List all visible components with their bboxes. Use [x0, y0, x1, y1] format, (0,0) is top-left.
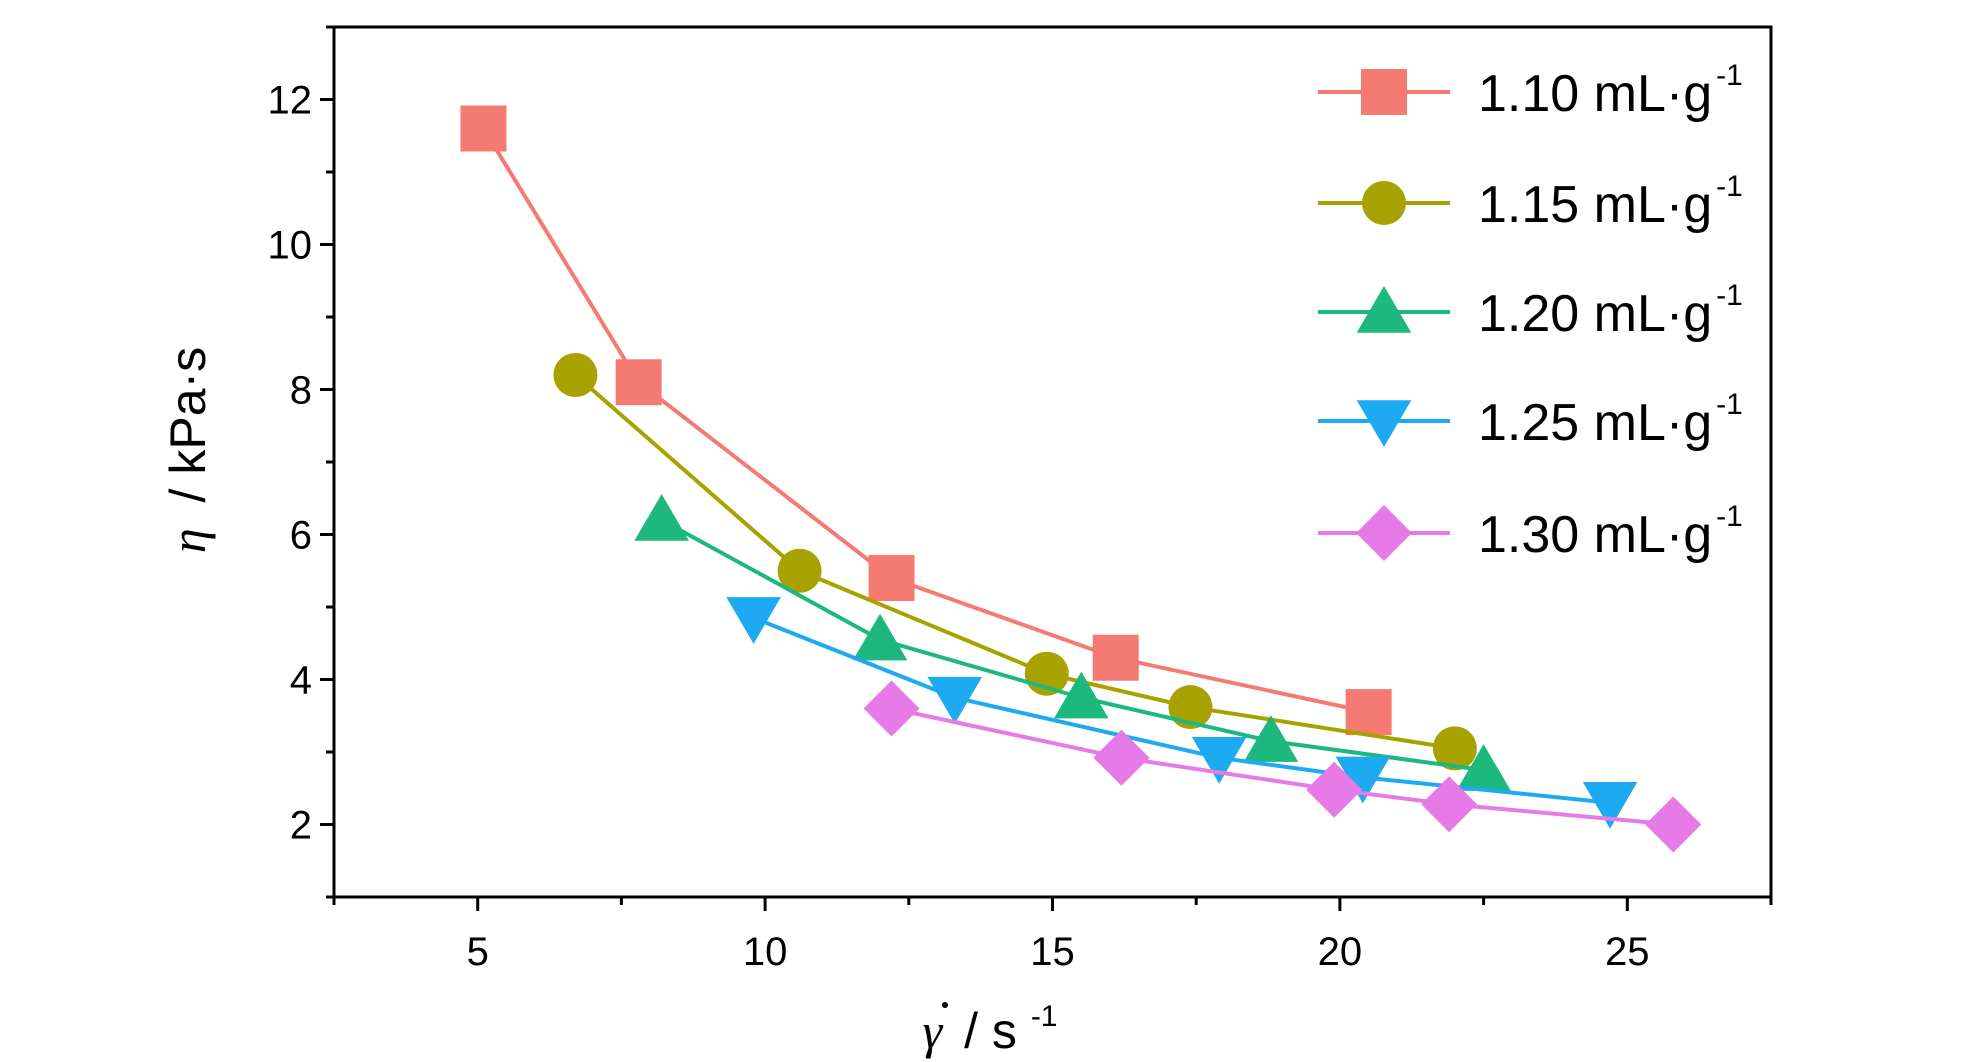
legend-item: 1.15 mL·g -1 — [1318, 170, 1743, 234]
legend-item: 1.30 mL·g -1 — [1318, 500, 1743, 564]
x-tick-label: 25 — [1605, 930, 1650, 974]
legend-marker — [1362, 181, 1406, 225]
y-axis-title: η / kPa·s — [160, 347, 216, 553]
series-line — [574, 373, 1456, 751]
data-point — [1456, 744, 1511, 791]
legend-item: 1.10 mL·g -1 — [1318, 59, 1743, 123]
data-point — [868, 555, 915, 601]
x-tick-label: 20 — [1318, 930, 1363, 974]
data-point — [1421, 776, 1478, 833]
x-tick-label: 15 — [1030, 930, 1075, 974]
data-point — [1092, 634, 1139, 681]
data-point — [1093, 729, 1150, 786]
legend-label-text: 1.20 mL·g — [1478, 285, 1712, 343]
legend-label: 1.20 mL·g -1 — [1478, 279, 1743, 343]
data-point — [1432, 726, 1477, 771]
legend-label-exponent: -1 — [1716, 279, 1743, 312]
legend-marker — [1356, 400, 1412, 447]
series-1 — [460, 105, 1392, 736]
legend-label-text: 1.10 mL·g — [1478, 65, 1712, 123]
data-point — [863, 680, 920, 737]
y-axis-symbol: η — [160, 528, 216, 553]
data-point — [553, 353, 598, 397]
y-axis-unit: / kPa·s — [160, 347, 216, 503]
y-tick-label: 6 — [290, 514, 312, 558]
y-tick-label: 4 — [290, 659, 312, 703]
data-point — [1335, 756, 1391, 804]
x-axis-unit-exponent: -1 — [1031, 1000, 1058, 1033]
data-point — [460, 105, 507, 152]
legend-label: 1.25 mL·g -1 — [1478, 388, 1743, 452]
series-5 — [863, 680, 1702, 853]
x-axis-symbol: γ — [923, 1003, 944, 1059]
data-point — [1582, 781, 1638, 829]
x-tick-label: 5 — [467, 930, 489, 974]
data-point — [1053, 671, 1109, 719]
legend-marker — [1356, 505, 1412, 561]
y-tick-label: 10 — [268, 224, 313, 268]
legend-label-text: 1.25 mL·g — [1478, 394, 1712, 452]
data-point — [634, 494, 689, 541]
data-point — [1345, 689, 1392, 736]
data-point — [615, 359, 662, 406]
x-axis-unit: / s — [964, 1003, 1017, 1059]
legend-marker — [1356, 286, 1412, 333]
data-point — [1645, 796, 1702, 853]
data-point — [726, 597, 781, 644]
data-point — [1243, 715, 1299, 762]
legend-marker — [1361, 69, 1407, 115]
legend-label-exponent: -1 — [1716, 59, 1743, 92]
series-layer — [460, 105, 1702, 853]
legend-label-exponent: -1 — [1716, 388, 1743, 421]
axis-layer: 5 10 15 20 25 2 4 6 8 10 12 — [268, 25, 1773, 974]
legend-label: 1.30 mL·g -1 — [1478, 500, 1743, 564]
data-point — [777, 548, 822, 593]
legend-label-text: 1.30 mL·g — [1478, 506, 1712, 564]
x-tick-label: 10 — [743, 930, 788, 974]
x-axis-title: γ / s -1 — [923, 1000, 1058, 1059]
y-tick-label: 12 — [268, 79, 313, 123]
series-3 — [634, 494, 1511, 791]
data-point — [1191, 737, 1247, 784]
data-point — [852, 613, 908, 661]
legend-label: 1.10 mL·g -1 — [1478, 59, 1743, 123]
y-tick-label: 2 — [290, 804, 312, 848]
legend-item: 1.25 mL·g -1 — [1318, 388, 1743, 452]
legend-label-text: 1.15 mL·g — [1478, 176, 1712, 234]
data-point — [927, 676, 983, 724]
y-tick-label: 8 — [290, 369, 312, 413]
series-2 — [553, 353, 1477, 771]
legend-label: 1.15 mL·g -1 — [1478, 170, 1743, 234]
data-point — [1168, 685, 1213, 730]
legend-label-exponent: -1 — [1716, 170, 1743, 203]
x-axis-symbol-dot — [942, 1002, 948, 1008]
legend: 1.10 mL·g -11.15 mL·g -11.20 mL·g -11.25 mL… — [1318, 59, 1743, 564]
legend-label-exponent: -1 — [1716, 500, 1743, 533]
plot-frame — [332, 25, 1773, 899]
legend-item: 1.20 mL·g -1 — [1318, 279, 1743, 343]
data-point — [1306, 761, 1363, 818]
